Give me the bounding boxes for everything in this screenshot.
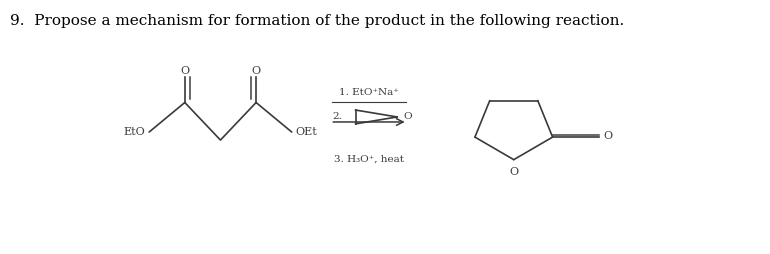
Text: O: O [509, 167, 518, 177]
Text: OEt: OEt [296, 127, 317, 137]
Text: 2.: 2. [333, 113, 342, 121]
Text: O: O [403, 113, 412, 121]
Text: EtO: EtO [124, 127, 146, 137]
Text: 9.  Propose a mechanism for formation of the product in the following reaction.: 9. Propose a mechanism for formation of … [10, 14, 624, 28]
Text: O: O [180, 66, 189, 76]
Text: O: O [252, 66, 261, 76]
Text: 3. H₃O⁺, heat: 3. H₃O⁺, heat [334, 155, 404, 164]
Text: O: O [603, 131, 612, 141]
Text: 1. EtO⁺Na⁺: 1. EtO⁺Na⁺ [339, 88, 399, 97]
